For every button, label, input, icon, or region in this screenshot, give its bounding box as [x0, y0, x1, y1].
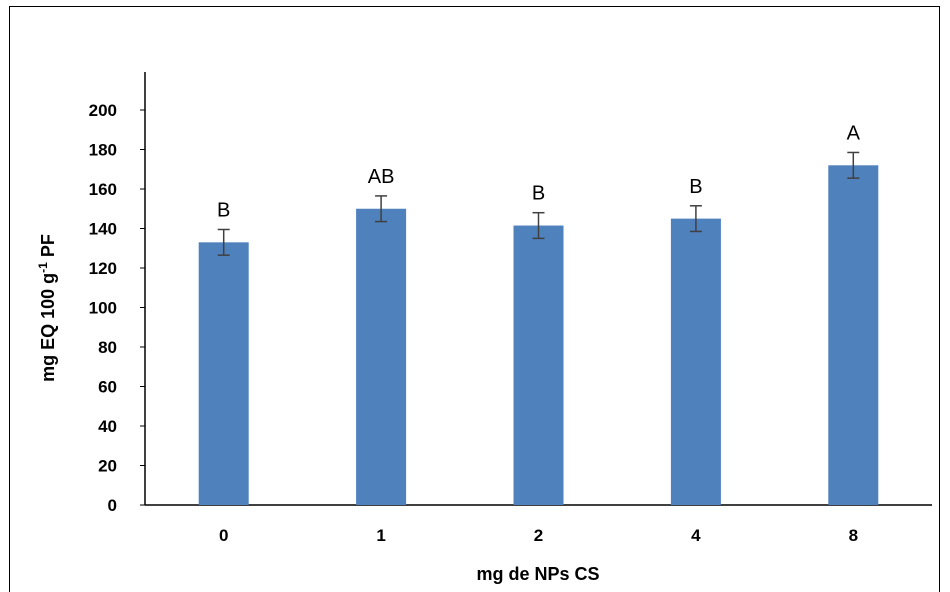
y-tick-label: 160: [89, 180, 117, 199]
significance-labels: B AB B B A: [217, 122, 861, 221]
significance-label: B: [532, 183, 545, 205]
y-tick-label: 0: [108, 496, 117, 515]
bar: [198, 242, 249, 505]
bar: [356, 208, 407, 505]
bar: [670, 218, 721, 505]
y-axis-title-main: mg EQ 100 g: [38, 273, 58, 382]
x-tick-label: 8: [849, 526, 858, 545]
significance-label: B: [689, 176, 702, 198]
y-axis: 0 20 40 60 80 100 120 140 160 180 200: [89, 72, 146, 515]
bars: [198, 165, 879, 506]
y-tick-label: 100: [89, 299, 117, 318]
x-axis-title: mg de NPs CS: [476, 564, 599, 584]
bar: [828, 165, 879, 506]
y-tick-label: 60: [98, 378, 117, 397]
x-tick-label: 0: [219, 526, 228, 545]
y-tick-label: 180: [89, 141, 117, 160]
y-tick-label: 200: [89, 101, 117, 120]
y-axis-title: mg EQ 100 g-1 PF: [36, 234, 58, 382]
y-tick-label: 80: [98, 338, 117, 357]
significance-label: B: [217, 199, 230, 221]
y-tick-label: 140: [89, 220, 117, 239]
y-axis-title-suffix: PF: [38, 234, 58, 262]
chart-frame: [9, 6, 940, 592]
error-bars: [217, 151, 860, 256]
y-tick-label: 20: [98, 457, 117, 476]
x-axis: 0 1 2 4 8: [145, 504, 932, 545]
y-tick-label: 120: [89, 259, 117, 278]
y-tick-label: 40: [98, 417, 117, 436]
significance-label: AB: [368, 166, 395, 188]
x-tick-label: 2: [534, 526, 543, 545]
x-tick-label: 4: [691, 526, 701, 545]
y-axis-title-superscript: -1: [36, 262, 50, 273]
bar: [513, 225, 564, 505]
x-tick-label: 1: [376, 526, 385, 545]
significance-label: A: [847, 122, 861, 144]
